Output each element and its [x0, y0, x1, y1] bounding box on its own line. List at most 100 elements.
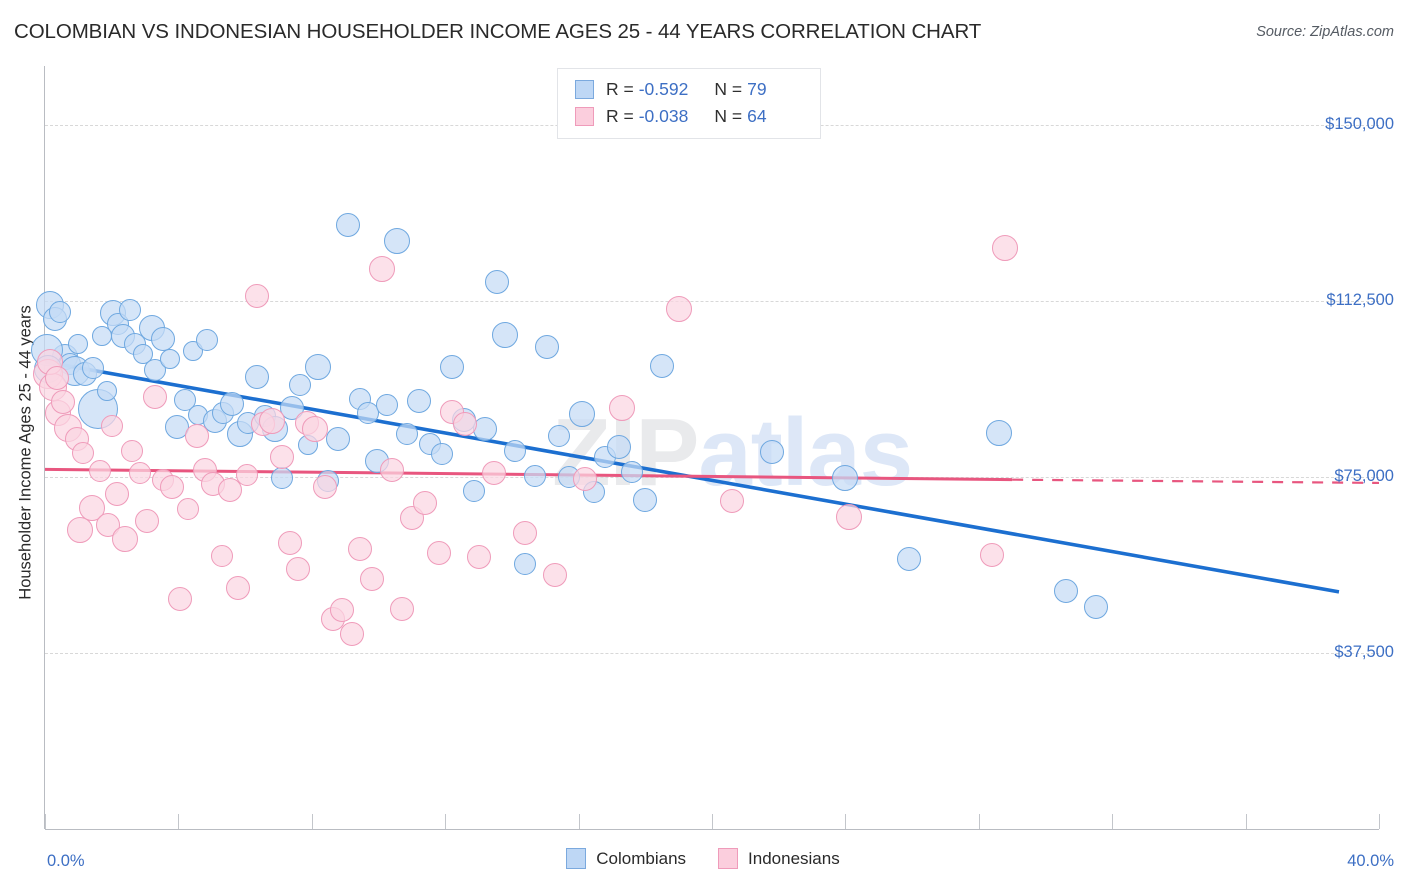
x-axis-tick	[45, 814, 46, 829]
data-point-blue[interactable]	[832, 465, 859, 492]
data-point-pink[interactable]	[67, 517, 94, 544]
data-point-blue[interactable]	[305, 353, 332, 380]
data-point-pink[interactable]	[226, 576, 251, 601]
data-point-blue[interactable]	[68, 333, 89, 354]
data-point-pink[interactable]	[269, 445, 294, 470]
data-point-blue[interactable]	[395, 422, 418, 445]
data-point-pink[interactable]	[339, 622, 364, 647]
data-point-blue[interactable]	[547, 424, 570, 447]
data-point-blue[interactable]	[514, 553, 537, 576]
data-point-blue[interactable]	[1053, 578, 1078, 603]
data-point-blue[interactable]	[760, 440, 785, 465]
data-point-blue[interactable]	[244, 365, 269, 390]
data-point-blue[interactable]	[336, 213, 361, 238]
data-point-blue[interactable]	[160, 348, 181, 369]
data-point-blue[interactable]	[439, 354, 464, 379]
data-point-pink[interactable]	[348, 537, 373, 562]
x-axis-tick	[712, 814, 713, 829]
data-point-pink[interactable]	[368, 256, 395, 283]
data-point-pink[interactable]	[210, 544, 233, 567]
data-point-blue[interactable]	[270, 466, 293, 489]
data-point-pink[interactable]	[235, 463, 258, 486]
data-point-pink[interactable]	[513, 521, 538, 546]
data-point-pink[interactable]	[720, 489, 744, 514]
data-point-pink[interactable]	[481, 461, 506, 486]
data-point-pink[interactable]	[134, 509, 159, 534]
data-point-blue[interactable]	[1083, 595, 1108, 620]
data-point-blue[interactable]	[96, 380, 117, 401]
data-point-pink[interactable]	[51, 389, 76, 414]
data-point-pink[interactable]	[112, 525, 139, 552]
data-point-pink[interactable]	[608, 395, 635, 422]
data-point-blue[interactable]	[473, 416, 498, 441]
data-point-pink[interactable]	[177, 498, 200, 521]
data-point-pink[interactable]	[44, 366, 69, 391]
data-point-blue[interactable]	[492, 321, 519, 348]
data-point-pink[interactable]	[184, 424, 209, 449]
data-point-blue[interactable]	[633, 487, 658, 512]
data-point-blue[interactable]	[383, 228, 410, 255]
data-point-blue[interactable]	[462, 479, 485, 502]
data-point-pink[interactable]	[143, 385, 168, 410]
data-point-blue[interactable]	[524, 465, 547, 488]
data-point-pink[interactable]	[389, 597, 414, 622]
data-point-pink[interactable]	[543, 562, 568, 587]
legend-label-colombians: Colombians	[596, 848, 687, 868]
data-point-pink[interactable]	[104, 481, 129, 506]
data-point-pink[interactable]	[258, 407, 285, 434]
data-point-pink[interactable]	[573, 467, 598, 492]
data-point-pink[interactable]	[835, 504, 862, 531]
data-point-blue[interactable]	[133, 343, 154, 364]
data-point-pink[interactable]	[992, 235, 1019, 262]
data-point-blue[interactable]	[606, 434, 631, 459]
data-point-pink[interactable]	[313, 474, 338, 499]
data-point-pink[interactable]	[359, 567, 384, 592]
data-point-blue[interactable]	[326, 427, 351, 452]
data-point-blue[interactable]	[985, 420, 1012, 447]
data-point-blue[interactable]	[195, 328, 218, 351]
data-point-pink[interactable]	[453, 412, 478, 437]
data-point-pink[interactable]	[100, 415, 123, 438]
data-point-pink[interactable]	[120, 439, 143, 462]
data-point-blue[interactable]	[568, 400, 595, 427]
data-point-blue[interactable]	[504, 440, 527, 463]
data-point-blue[interactable]	[82, 356, 105, 379]
data-point-blue[interactable]	[119, 299, 142, 322]
data-point-pink[interactable]	[72, 442, 95, 465]
data-point-blue[interactable]	[484, 270, 509, 295]
legend-item-colombians[interactable]: Colombians	[566, 848, 686, 869]
data-point-pink[interactable]	[278, 530, 303, 555]
data-point-blue[interactable]	[534, 334, 559, 359]
data-point-blue[interactable]	[174, 388, 197, 411]
stats-swatch-indonesians	[575, 107, 594, 126]
data-point-pink[interactable]	[426, 541, 451, 566]
data-point-blue[interactable]	[49, 300, 71, 323]
data-point-pink[interactable]	[168, 587, 193, 612]
data-point-pink[interactable]	[980, 542, 1005, 567]
y-axis-title: Householder Income Ages 25 - 44 years	[0, 0, 35, 892]
data-point-pink[interactable]	[286, 557, 311, 582]
data-point-blue[interactable]	[430, 443, 453, 466]
series-legend: Colombians Indonesians	[0, 848, 1406, 869]
data-point-blue[interactable]	[649, 354, 674, 379]
legend-item-indonesians[interactable]: Indonesians	[718, 848, 840, 869]
data-point-pink[interactable]	[159, 475, 184, 500]
data-point-blue[interactable]	[406, 389, 431, 414]
data-point-pink[interactable]	[129, 461, 152, 484]
data-point-blue[interactable]	[289, 374, 312, 397]
data-point-blue[interactable]	[375, 394, 398, 416]
data-point-pink[interactable]	[244, 283, 269, 308]
data-point-blue[interactable]	[91, 326, 112, 347]
data-point-pink[interactable]	[665, 296, 692, 323]
data-point-pink[interactable]	[379, 458, 404, 483]
data-point-pink[interactable]	[89, 460, 112, 483]
data-point-pink[interactable]	[466, 545, 491, 570]
data-point-blue[interactable]	[219, 392, 244, 417]
data-point-blue[interactable]	[164, 414, 189, 439]
data-point-pink[interactable]	[329, 598, 354, 623]
x-axis-tick	[445, 814, 447, 829]
data-point-pink[interactable]	[302, 415, 329, 442]
data-point-pink[interactable]	[413, 491, 438, 516]
data-point-blue[interactable]	[620, 460, 643, 483]
data-point-blue[interactable]	[896, 546, 921, 571]
